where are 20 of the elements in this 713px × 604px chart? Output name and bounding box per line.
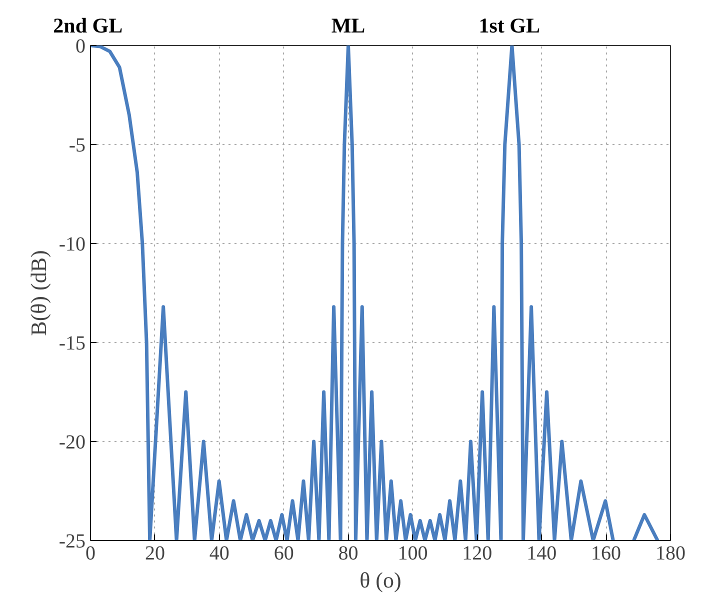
y-tick-label: -10: [58, 234, 86, 256]
x-axis-title: θ (o): [360, 568, 402, 592]
x-tick-label: 20: [144, 542, 165, 564]
x-tick-label: 140: [526, 542, 557, 564]
x-tick-label: 80: [338, 542, 358, 564]
y-tick-label: -5: [68, 134, 86, 156]
y-tick-label: 0: [76, 36, 86, 58]
x-tick-label: 100: [398, 542, 428, 564]
annotation: 1st GL: [478, 14, 540, 38]
x-tick-label: 160: [591, 542, 622, 564]
y-tick-label: -25: [58, 530, 86, 552]
annotation: 2nd GL: [53, 14, 123, 38]
x-tick-label: 180: [656, 542, 686, 564]
x-tick-label: 40: [209, 542, 230, 564]
y-axis-title: B(θ) (dB): [26, 250, 51, 336]
annotation: ML: [331, 14, 366, 38]
x-tick-label: 60: [274, 542, 294, 564]
x-tick-label: 120: [462, 542, 492, 564]
y-tick-label: -20: [58, 432, 86, 454]
y-tick-label: -15: [58, 332, 86, 354]
